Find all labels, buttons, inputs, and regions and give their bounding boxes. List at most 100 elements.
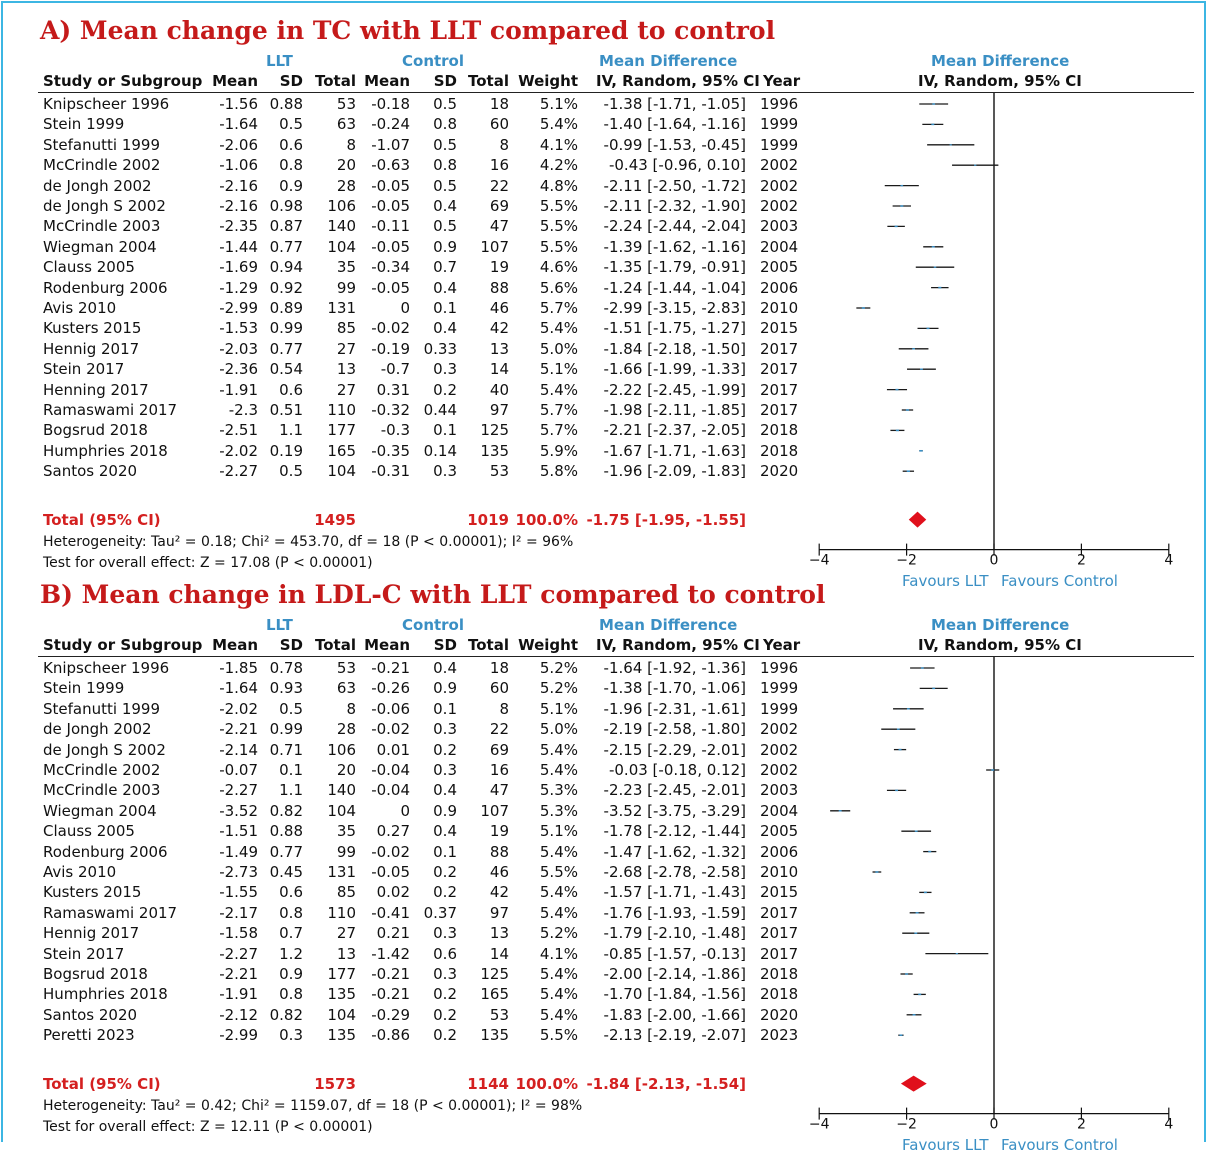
control-mean: -0.11: [371, 217, 410, 236]
control-sd: 0.44: [423, 401, 457, 419]
study-name: Stein 2017: [43, 360, 125, 379]
llt-total: 106: [327, 740, 356, 759]
llt-mean: -2.16: [219, 197, 258, 215]
study-year: 2006: [760, 842, 799, 861]
control-mean: -0.05: [371, 278, 410, 297]
study-name: McCrindle 2002: [43, 761, 161, 779]
study-name: Stein 1999: [43, 115, 125, 134]
control-mean: -0.24: [371, 115, 410, 134]
llt-mean: -1.85: [219, 659, 258, 677]
effect-marker: [905, 973, 909, 975]
control-total: 18: [489, 95, 509, 113]
study-ci: -2.23 [-2.45, -2.01]: [603, 781, 746, 800]
effect-marker: [991, 769, 995, 771]
effect-marker: [933, 266, 937, 268]
control-total: 18: [489, 659, 509, 677]
study-ci: -1.38 [-1.70, -1.06]: [603, 679, 746, 698]
study-year: 1999: [760, 135, 799, 154]
study-name: Avis 2010: [43, 299, 117, 317]
control-sd: 0.5: [433, 176, 457, 195]
control-sd: 0.7: [433, 258, 457, 277]
control-mean: -0.04: [371, 781, 410, 800]
control-total: 46: [489, 299, 509, 317]
study-name: Bogsrud 2018: [43, 965, 148, 983]
effect-marker: [949, 144, 952, 146]
llt-total: 85: [336, 883, 356, 902]
llt-total: 104: [327, 1005, 356, 1024]
llt-mean: -1.55: [219, 883, 258, 902]
total-weight: 100.0%: [515, 510, 578, 529]
study-year: 2018: [760, 985, 799, 1004]
study-name: McCrindle 2003: [43, 781, 161, 800]
effect-marker: [905, 409, 910, 411]
study-ci: -0.03 [-0.18, 0.12]: [608, 761, 746, 779]
study-year: 2015: [760, 319, 799, 338]
study-year: 2006: [760, 278, 799, 297]
study-year: 2018: [760, 441, 799, 460]
study-year: 2002: [760, 740, 799, 759]
study-weight: 5.4%: [539, 115, 578, 134]
effect-marker: [899, 1034, 903, 1036]
study-name: Henning 2017: [43, 380, 149, 399]
control-sd: 0.5: [433, 217, 457, 236]
control-sd: 0.2: [433, 1026, 457, 1045]
study-ci: -1.40 [-1.64, -1.16]: [603, 115, 746, 134]
col-ci: IV, Random, 95% CI: [596, 636, 760, 654]
llt-mean: -1.49: [219, 842, 258, 861]
llt-mean: -2.17: [219, 903, 258, 922]
control-total: 8: [499, 135, 509, 154]
effect-marker: [928, 850, 932, 853]
study-name: Peretti 2023: [43, 1026, 135, 1045]
llt-sd: 0.77: [269, 339, 303, 358]
study-name: Ramaswami 2017: [43, 903, 178, 922]
control-mean: -0.31: [371, 462, 410, 481]
study-year: 2017: [760, 339, 799, 358]
plot-subtitle: IV, Random, 95% CI: [918, 636, 1082, 654]
study-name: Santos 2020: [43, 1005, 138, 1024]
control-sd: 0.2: [433, 863, 457, 881]
llt-sd: 0.87: [269, 217, 303, 236]
study-ci: -2.21 [-2.37, -2.05]: [603, 421, 746, 440]
llt-sd: 0.77: [269, 237, 303, 256]
llt-total: 8: [346, 135, 356, 154]
effect-marker: [898, 748, 902, 751]
control-sd: 0.2: [433, 1005, 457, 1024]
llt-total: 110: [327, 903, 356, 922]
llt-total: 135: [327, 985, 356, 1004]
control-mean: -0.21: [371, 985, 410, 1004]
llt-sd: 0.82: [269, 1005, 303, 1024]
llt-total: 140: [327, 781, 356, 800]
study-weight: 4.2%: [539, 156, 578, 175]
study-ci: -2.99 [-3.15, -2.83]: [603, 299, 746, 317]
llt-sd: 0.5: [279, 699, 303, 718]
pooled-diamond: [908, 511, 927, 528]
control-mean: 0: [400, 299, 410, 317]
study-ci: -1.38 [-1.71, -1.05]: [603, 95, 746, 113]
favours-control: Favours Control: [1001, 571, 1118, 590]
study-weight: 5.0%: [539, 339, 578, 358]
col-total-control: Total: [468, 636, 509, 654]
control-sd: 0.6: [433, 944, 457, 963]
control-total: 88: [489, 278, 509, 297]
llt-sd: 0.3: [279, 1026, 303, 1045]
effect-marker: [914, 830, 918, 832]
control-total: 22: [489, 176, 509, 195]
control-total: 88: [489, 842, 509, 861]
control-mean: -1.42: [371, 944, 410, 963]
effect-marker: [974, 164, 977, 166]
study-weight: 5.7%: [539, 401, 578, 419]
control-total: 42: [489, 319, 509, 338]
panel-a: −4 −2 0 2 4 A) Mean change in TC with LLT com…: [0, 0, 1207, 590]
study-ci: -1.47 [-1.62, -1.32]: [603, 842, 746, 861]
study-name: Kusters 2015: [43, 883, 142, 902]
llt-group-header: LLT: [266, 52, 293, 70]
study-year: 1999: [760, 699, 799, 718]
study-name: Wiegman 2004: [43, 237, 157, 256]
llt-total: 13: [336, 360, 356, 379]
study-ci: -0.99 [-1.53, -0.45]: [603, 135, 746, 154]
x-tick-label: 2: [1077, 553, 1086, 569]
study-ci: -1.84 [-2.18, -1.50]: [603, 339, 746, 358]
llt-total: 35: [336, 822, 356, 841]
control-sd: 0.33: [423, 339, 457, 358]
study-name: de Jongh 2002: [43, 176, 152, 195]
